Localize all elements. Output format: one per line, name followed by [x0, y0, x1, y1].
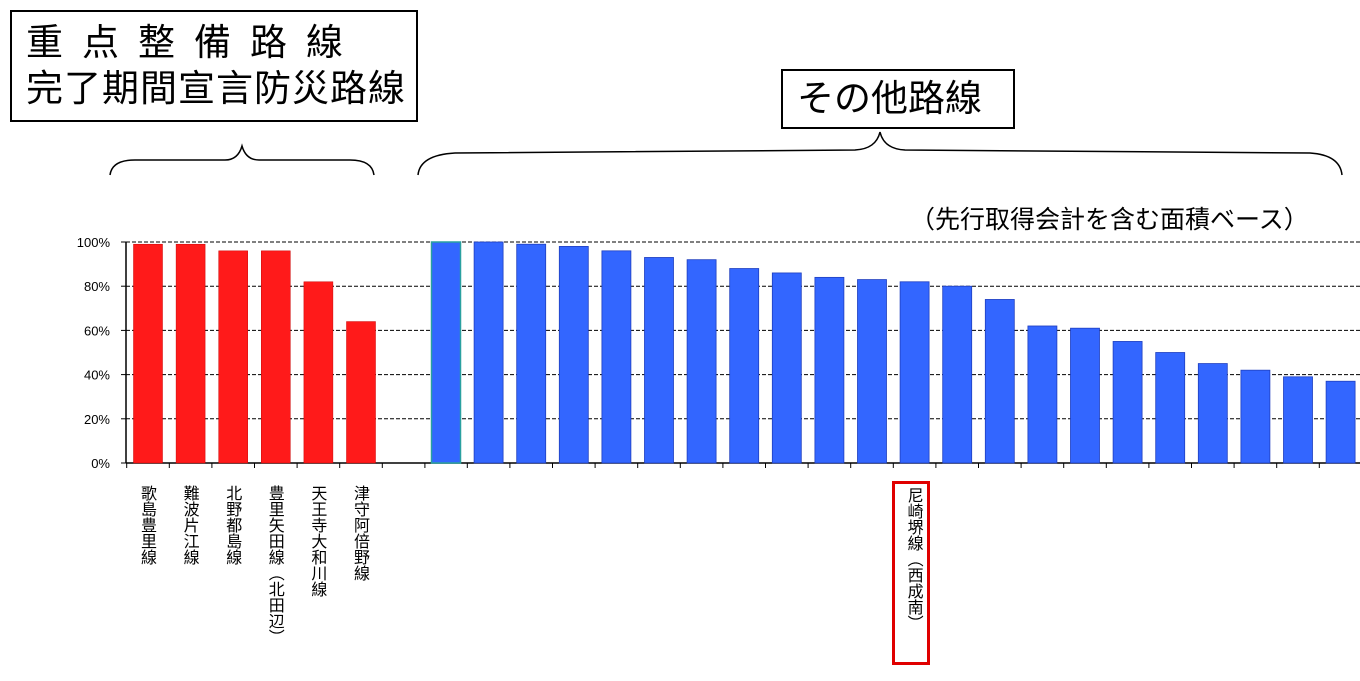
bar-other [516, 243, 547, 464]
priority-group-label-line1: 重点整備路線 [26, 21, 362, 64]
y-tick-label: 20% [84, 412, 110, 427]
category-label: 難波片江線 [180, 485, 200, 565]
priority-group-brace [109, 143, 375, 176]
bar-other [1155, 352, 1186, 464]
bar-other [1283, 376, 1313, 464]
other-group-label-box: その他路線 [781, 69, 1015, 129]
bar-other [1240, 369, 1271, 464]
bar-other [1070, 327, 1100, 464]
highlighted-category-box [892, 481, 930, 665]
category-label-highlighted: 尼崎堺線（西成南） [904, 487, 924, 631]
bar-priority [175, 243, 206, 464]
category-label: 津守阿倍野線 [351, 485, 370, 581]
bar-other [771, 272, 802, 464]
bar-other [1027, 325, 1058, 464]
chart-note: （先行取得会計を含む面積ベース） [910, 205, 1309, 234]
bar-other [1197, 363, 1228, 464]
bar-priority [133, 243, 163, 464]
bar-other [899, 281, 930, 464]
bar-other [644, 257, 674, 464]
bar-other [857, 279, 887, 464]
y-tick-label: 60% [84, 323, 110, 338]
priority-group-label-line2: 完了期間宣言防災路線 [26, 67, 406, 110]
bar-other [984, 299, 1015, 464]
category-label: 豊里矢田線（北田辺） [265, 485, 285, 645]
bar-other [942, 285, 973, 464]
other-group-brace [417, 131, 1343, 176]
bar-priority [303, 281, 334, 464]
bar-other [558, 246, 589, 464]
bar-other [601, 250, 632, 464]
bar-other [814, 276, 845, 464]
bar-other [430, 241, 462, 464]
y-tick-label: 80% [84, 279, 110, 294]
bar-other [1112, 341, 1143, 464]
y-tick-label: 100% [77, 235, 111, 250]
category-label: 天王寺大和川線 [308, 485, 328, 597]
bar-priority [346, 321, 376, 464]
category-label: 歌島豊里線 [138, 485, 157, 565]
bar-other [686, 259, 717, 464]
y-tick-label: 40% [84, 368, 110, 383]
other-group-label: その他路線 [797, 77, 982, 120]
bar-priority [261, 250, 291, 464]
bar-other [729, 268, 760, 464]
bar-other [473, 241, 504, 464]
category-label: 北野都島線 [223, 485, 243, 565]
priority-group-label-box: 重点整備路線 完了期間宣言防災路線 [10, 10, 418, 122]
y-tick-label: 0% [91, 456, 110, 471]
bar-priority [218, 250, 248, 464]
bar-other [1325, 380, 1356, 464]
